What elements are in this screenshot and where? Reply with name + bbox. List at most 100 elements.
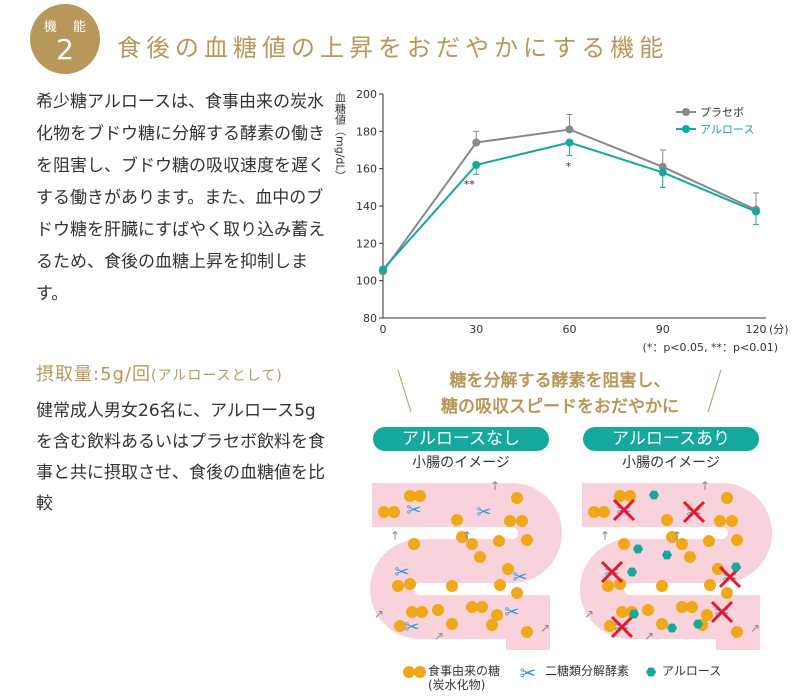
sugar-dot — [598, 506, 610, 518]
legend-scissors-icon: ✂ — [520, 661, 537, 685]
sugar-dot — [466, 538, 478, 550]
sugar-dot — [701, 609, 713, 621]
legend-sugar-icon — [414, 666, 426, 678]
sugar-dot — [392, 580, 404, 592]
x-tick-label: 30 — [469, 323, 483, 336]
x-tick-label: 0 — [380, 323, 387, 336]
absorption-arrow-icon: ↑ — [672, 529, 682, 543]
absorption-arrow-icon: ↗ — [644, 629, 654, 643]
sugar-dot — [684, 551, 696, 563]
legend-sugar: 食事由来の糖 (炭水化物) — [428, 664, 500, 692]
sugar-dot — [521, 534, 533, 546]
absorption-arrow-icon: ↑ — [600, 529, 610, 543]
sugar-dot — [721, 587, 733, 599]
legend-sugar-icon — [403, 666, 415, 678]
heading-slash-right — [707, 369, 722, 413]
absorption-arrow-icon: ↑ — [390, 529, 400, 543]
absorption-arrow-icon: ↑ — [462, 529, 472, 543]
enzyme-scissors-icon: ✂ — [394, 562, 409, 583]
legend-allulose-icon — [646, 667, 656, 677]
sugar-dot — [511, 587, 523, 599]
dose-label: 摂取量:5g/回 — [36, 364, 152, 385]
diagram-heading-line2: 糖の吸収スピードをおだやかに — [441, 397, 679, 417]
sugar-dot — [686, 601, 698, 613]
absorption-arrow-icon: ↗ — [434, 629, 444, 643]
sugar-dot — [451, 514, 463, 526]
sugar-dot — [616, 606, 628, 618]
x-tick-label: 120 — [746, 323, 767, 336]
absorption-arrow-icon: ↑ — [490, 479, 500, 493]
with-allulose-label: アルロースあり — [583, 427, 759, 451]
sugar-dot — [714, 515, 726, 527]
sugar-dot — [446, 618, 458, 630]
sugar-dot — [394, 620, 406, 632]
y-axis-label: 血糖値（mg/dL） — [334, 91, 347, 182]
legend-label: プラセボ — [700, 106, 744, 119]
dose-note: (アルロースとして) — [151, 368, 283, 384]
significance-mark: ** — [464, 178, 476, 191]
enzyme-scissors-icon: ✂ — [504, 602, 519, 623]
y-tick-label: 160 — [356, 163, 377, 176]
blocked-cross-icon — [610, 615, 634, 639]
intestine-right — [580, 483, 772, 650]
sugar-dot — [656, 580, 668, 592]
absorption-arrow-icon: ↗ — [374, 607, 384, 621]
sugar-dot — [602, 580, 614, 592]
sugar-dot — [656, 618, 668, 630]
feature-badge: 機 能 2 — [30, 4, 100, 74]
sugar-dot — [504, 515, 516, 527]
y-tick-label: 200 — [356, 88, 377, 101]
legend-marker — [682, 108, 690, 116]
allulose-hexagon-icon — [731, 562, 741, 572]
sugar-dot — [516, 515, 528, 527]
sugar-dot — [676, 538, 688, 550]
data-point — [658, 168, 667, 177]
sugar-dot — [618, 538, 630, 550]
intestine-caption-left: 小腸のイメージ — [412, 455, 510, 471]
y-tick-label: 120 — [356, 237, 377, 250]
sugar-dot — [416, 606, 428, 618]
sugar-dot — [726, 515, 738, 527]
x-tick-label: 60 — [563, 323, 577, 336]
sugar-dot — [604, 620, 616, 632]
absorption-arrow-icon: ↑ — [700, 479, 710, 493]
sugar-dot — [721, 492, 733, 504]
legend-marker — [682, 125, 690, 133]
legend-sugar-label: 食事由来の糖 — [428, 664, 501, 678]
badge-label: 機 能 — [43, 20, 93, 35]
data-point — [658, 162, 667, 171]
diagram-heading: 糖を分解する酵素を阻害し、 糖の吸収スピードをおだやかに — [400, 368, 720, 420]
legend-allulose: アルロース — [662, 664, 722, 678]
badge-number: 2 — [56, 33, 74, 66]
sugar-dot — [474, 551, 486, 563]
legend-enzyme: 二糖類分解酵素 — [545, 664, 630, 678]
diagram-heading-line1: 糖を分解する酵素を阻害し、 — [449, 371, 671, 391]
sugar-dot — [494, 579, 506, 591]
allulose-hexagon-icon — [649, 490, 659, 500]
y-tick-label: 100 — [356, 275, 377, 288]
description: 希少糖アルロースは、食事由来の炭水化物をブドウ糖に分解する酵素の働きを阻害し、ブ… — [36, 92, 326, 304]
sugar-dot — [493, 535, 505, 547]
sugar-dot — [414, 490, 426, 502]
heading-slash-left — [397, 369, 412, 413]
data-point — [752, 207, 760, 216]
absorption-arrow-icon: ↗ — [540, 621, 550, 635]
blocked-cross-icon — [682, 500, 706, 524]
page-title: 食後の血糖値の上昇をおだやかにする機能 — [117, 34, 669, 62]
sugar-dot — [666, 531, 678, 543]
y-tick-label: 140 — [356, 200, 377, 213]
intestine-left — [370, 483, 562, 650]
sugar-dot — [642, 604, 654, 616]
sugar-dot — [588, 506, 600, 518]
sugar-dot — [404, 490, 416, 502]
data-point — [472, 160, 481, 169]
sugar-dot — [406, 606, 418, 618]
legend-label: アルロース — [700, 123, 754, 136]
allulose-hexagon-icon — [667, 623, 677, 633]
legend-sugar-sub: (炭水化物) — [428, 678, 486, 692]
sugar-dot — [432, 604, 444, 616]
absorption-arrow-icon: ↗ — [750, 621, 760, 635]
blocked-cross-icon — [710, 600, 734, 624]
sugar-dot — [676, 601, 688, 613]
sugar-dot — [661, 514, 673, 526]
